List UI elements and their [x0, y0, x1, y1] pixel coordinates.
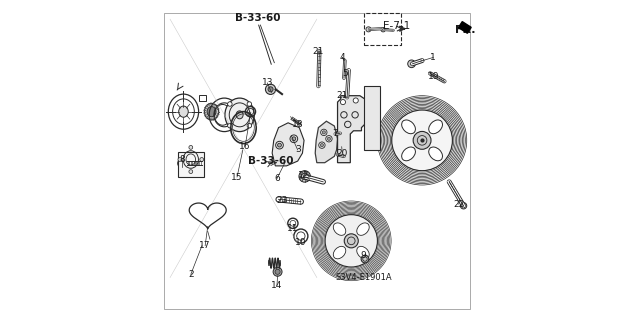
Ellipse shape — [429, 147, 442, 161]
Circle shape — [322, 131, 325, 134]
Text: B-33-60: B-33-60 — [248, 156, 293, 166]
Text: 15: 15 — [231, 173, 243, 182]
Text: 13: 13 — [262, 78, 273, 87]
Text: 16: 16 — [239, 142, 251, 151]
Circle shape — [327, 137, 330, 140]
Polygon shape — [272, 123, 304, 166]
Circle shape — [228, 102, 232, 106]
Text: 10: 10 — [295, 238, 307, 247]
Text: S3V4-E1901A: S3V4-E1901A — [335, 273, 392, 282]
Text: 21: 21 — [313, 47, 324, 56]
Ellipse shape — [429, 120, 442, 134]
Text: 1: 1 — [430, 53, 436, 62]
Text: 14: 14 — [271, 281, 283, 290]
Circle shape — [353, 98, 358, 103]
Ellipse shape — [179, 106, 188, 117]
Text: 3: 3 — [295, 145, 301, 154]
Circle shape — [460, 203, 467, 209]
Circle shape — [340, 100, 346, 105]
Ellipse shape — [402, 120, 415, 134]
Circle shape — [268, 87, 273, 92]
Text: 4: 4 — [339, 53, 345, 62]
Circle shape — [366, 27, 371, 32]
Circle shape — [344, 234, 358, 248]
Text: 18: 18 — [292, 120, 303, 129]
Text: FR.: FR. — [455, 25, 476, 35]
Text: 9: 9 — [360, 251, 366, 260]
Ellipse shape — [333, 246, 346, 259]
Ellipse shape — [356, 223, 369, 235]
Circle shape — [266, 84, 276, 94]
Text: 8: 8 — [179, 155, 185, 164]
Text: 19: 19 — [428, 72, 439, 81]
Ellipse shape — [333, 223, 346, 235]
Ellipse shape — [204, 103, 219, 120]
Circle shape — [189, 170, 193, 174]
Polygon shape — [316, 121, 337, 163]
FancyArrow shape — [458, 22, 471, 33]
Circle shape — [325, 215, 378, 267]
Circle shape — [392, 110, 452, 171]
Circle shape — [275, 269, 280, 274]
Circle shape — [178, 158, 182, 161]
Ellipse shape — [402, 147, 415, 161]
Circle shape — [292, 137, 296, 141]
Circle shape — [413, 131, 431, 149]
Text: 22: 22 — [453, 200, 465, 209]
Circle shape — [273, 267, 282, 276]
Circle shape — [320, 144, 323, 147]
Text: B-33-60: B-33-60 — [235, 12, 280, 23]
Bar — [364, 13, 401, 45]
Circle shape — [361, 255, 369, 263]
Text: 17: 17 — [200, 241, 211, 250]
Text: 6: 6 — [274, 174, 280, 183]
Circle shape — [200, 158, 204, 161]
Text: 12: 12 — [298, 171, 310, 180]
Bar — [364, 86, 380, 150]
Ellipse shape — [225, 98, 254, 132]
Circle shape — [278, 143, 282, 147]
Bar — [200, 95, 206, 101]
Bar — [178, 152, 204, 177]
Circle shape — [247, 102, 252, 106]
Ellipse shape — [356, 246, 369, 259]
Circle shape — [408, 60, 415, 68]
Circle shape — [247, 123, 252, 128]
Circle shape — [381, 27, 385, 32]
Circle shape — [228, 123, 232, 128]
Circle shape — [299, 171, 310, 182]
Text: 11: 11 — [287, 224, 299, 233]
Text: 21: 21 — [337, 91, 348, 100]
Ellipse shape — [207, 107, 216, 117]
Text: 2: 2 — [188, 270, 194, 279]
Text: 5: 5 — [342, 69, 348, 78]
Ellipse shape — [236, 111, 243, 119]
Text: 23: 23 — [276, 197, 287, 205]
Text: 7: 7 — [332, 130, 338, 138]
Circle shape — [189, 145, 193, 149]
Text: E-7-1: E-7-1 — [383, 20, 410, 31]
Text: 20: 20 — [337, 149, 348, 158]
Polygon shape — [337, 96, 365, 163]
